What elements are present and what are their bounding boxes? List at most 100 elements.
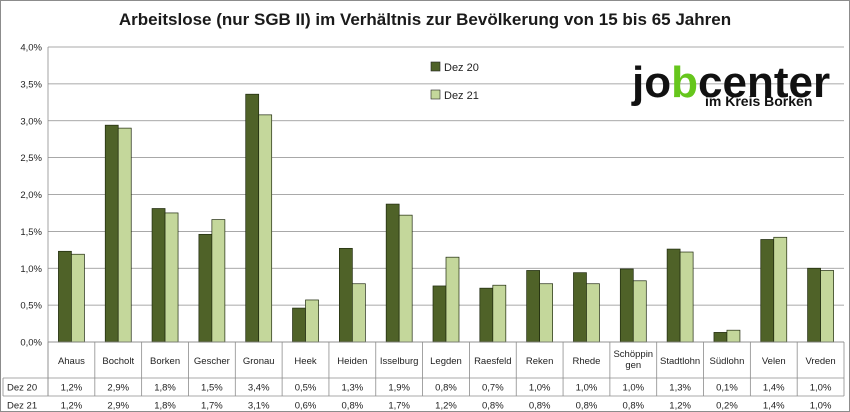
bar-dez-20 — [104, 124, 119, 343]
data-table-cell: 1,5% — [201, 383, 223, 394]
logo-brand-prefix: jo — [631, 58, 671, 107]
x-category-label: Bocholt — [102, 356, 134, 367]
bar-dez-20 — [479, 287, 494, 343]
legend-label-dez-21: Dez 21 — [444, 90, 479, 102]
bar-dez-20 — [807, 267, 821, 343]
x-category-label: Reken — [526, 356, 553, 367]
data-table-cell: 1,4% — [763, 401, 785, 412]
x-category-label: Heiden — [337, 356, 367, 367]
x-category-label: Schöppin — [613, 349, 653, 360]
data-table-cell: 1,9% — [388, 383, 410, 394]
data-table-cell: 1,0% — [810, 383, 832, 394]
legend: Dez 20 Dez 21 — [430, 61, 479, 102]
bar-dez-21 — [305, 299, 319, 343]
bar-dez-20 — [760, 239, 775, 343]
x-category-label: Rhede — [572, 356, 600, 367]
x-category-label: Borken — [150, 356, 180, 367]
data-table-cell: 1,0% — [622, 383, 644, 394]
y-tick-label: 4,0% — [20, 43, 42, 54]
row-header: Dez 21 — [7, 401, 37, 412]
axis-layer: 0,0% 0,5% 1,0% 1,5% 2,0% 2,5% 3,0% 3,5% 4,0% — [20, 43, 49, 349]
data-table-cell: 0,1% — [716, 383, 738, 394]
data-table-cell: 0,8% — [342, 401, 364, 412]
bar-dez-21 — [352, 283, 366, 343]
bar-dez-20 — [198, 233, 213, 343]
y-tick-label: 3,5% — [20, 79, 42, 90]
data-table-cell: 0,8% — [622, 401, 644, 412]
x-category-label: Südlohn — [710, 356, 745, 367]
logo-subtitle: im Kreis Borken — [705, 93, 812, 109]
row-header: Dez 20 — [7, 383, 37, 394]
data-table-cell: 1,2% — [61, 383, 83, 394]
bar-dez-20 — [385, 203, 400, 343]
bar-dez-21 — [492, 284, 507, 343]
bar-dez-21 — [164, 212, 179, 343]
legend-label-dez-20: Dez 20 — [444, 62, 479, 74]
data-table-cell: 1,3% — [342, 383, 364, 394]
x-category-label: Legden — [430, 356, 462, 367]
grid-layer — [48, 46, 844, 343]
data-table-cell: 1,0% — [576, 383, 598, 394]
bar-dez-20 — [58, 250, 72, 343]
data-table-cell: 1,8% — [154, 401, 176, 412]
data-table-cell: 3,1% — [248, 401, 270, 412]
bar-dez-20 — [666, 248, 681, 343]
data-table-cell: 1,0% — [810, 401, 832, 412]
y-tick-label: 2,0% — [20, 190, 42, 201]
bar-dez-21 — [726, 329, 741, 343]
x-category-label: Vreden — [805, 356, 835, 367]
data-table-cell: 0,6% — [295, 401, 317, 412]
x-category-label: Gronau — [243, 356, 275, 367]
data-table-cell: 0,8% — [576, 401, 598, 412]
chart-title: Arbeitslose (nur SGB II) im Verhältnis z… — [119, 10, 731, 29]
data-table-cell: 1,2% — [435, 401, 457, 412]
logo-brand-suffix: center — [698, 58, 830, 107]
y-tick-label: 0,5% — [20, 301, 42, 312]
bar-dez-20 — [573, 272, 587, 343]
data-table-cell: 0,8% — [435, 383, 457, 394]
y-tick-label: 3,0% — [20, 116, 42, 127]
data-table-cell: 1,8% — [154, 383, 176, 394]
bar-dez-20 — [619, 268, 634, 343]
bar-dez-21 — [71, 253, 85, 343]
x-category-label: Stadtlohn — [660, 356, 700, 367]
logo-brand-letter: b — [671, 58, 698, 107]
jobcenter-logo: jobcenter im Kreis Borken — [631, 58, 830, 109]
data-table-cell: 1,2% — [61, 401, 83, 412]
legend-swatch-dez-21 — [430, 89, 441, 100]
data-table-cell: 0,8% — [482, 401, 504, 412]
data-table-cell: 1,3% — [669, 383, 691, 394]
y-tick-label: 1,0% — [20, 264, 42, 275]
data-table-cell: 0,8% — [529, 401, 551, 412]
data-table-cell: 1,2% — [669, 401, 691, 412]
bar-dez-21 — [398, 214, 413, 343]
data-table: Ahaus Bocholt Borken Gescher Gronau Heek Heide… — [2, 341, 845, 412]
x-category-label: gen — [625, 360, 641, 371]
bar-dez-21 — [117, 127, 132, 343]
data-table-cell: 2,9% — [107, 401, 129, 412]
x-category-label: Raesfeld — [474, 356, 512, 367]
bar-dez-21 — [445, 256, 460, 343]
bar-dez-21 — [632, 280, 647, 343]
x-category-label: Velen — [762, 356, 786, 367]
x-category-label: Gescher — [194, 356, 230, 367]
bars-layer — [58, 93, 834, 343]
data-table-cell: 1,4% — [763, 383, 785, 394]
bar-dez-21 — [679, 251, 694, 343]
bar-dez-21 — [258, 114, 273, 343]
data-table-cell: 1,0% — [529, 383, 551, 394]
data-table-cell: 1,7% — [388, 401, 410, 412]
x-category-label: Ahaus — [58, 356, 85, 367]
svg-text:jobcenter: jobcenter — [631, 58, 830, 107]
bar-dez-20 — [526, 270, 540, 343]
bar-dez-21 — [211, 219, 226, 343]
x-category-label: Isselburg — [380, 356, 419, 367]
bar-dez-20 — [245, 93, 260, 343]
bar-dez-21 — [539, 283, 553, 343]
bar-dez-20 — [292, 307, 306, 343]
data-table-cell: 0,2% — [716, 401, 738, 412]
data-table-cell: 1,7% — [201, 401, 223, 412]
y-tick-label: 2,5% — [20, 153, 42, 164]
bar-dez-21 — [820, 270, 834, 343]
